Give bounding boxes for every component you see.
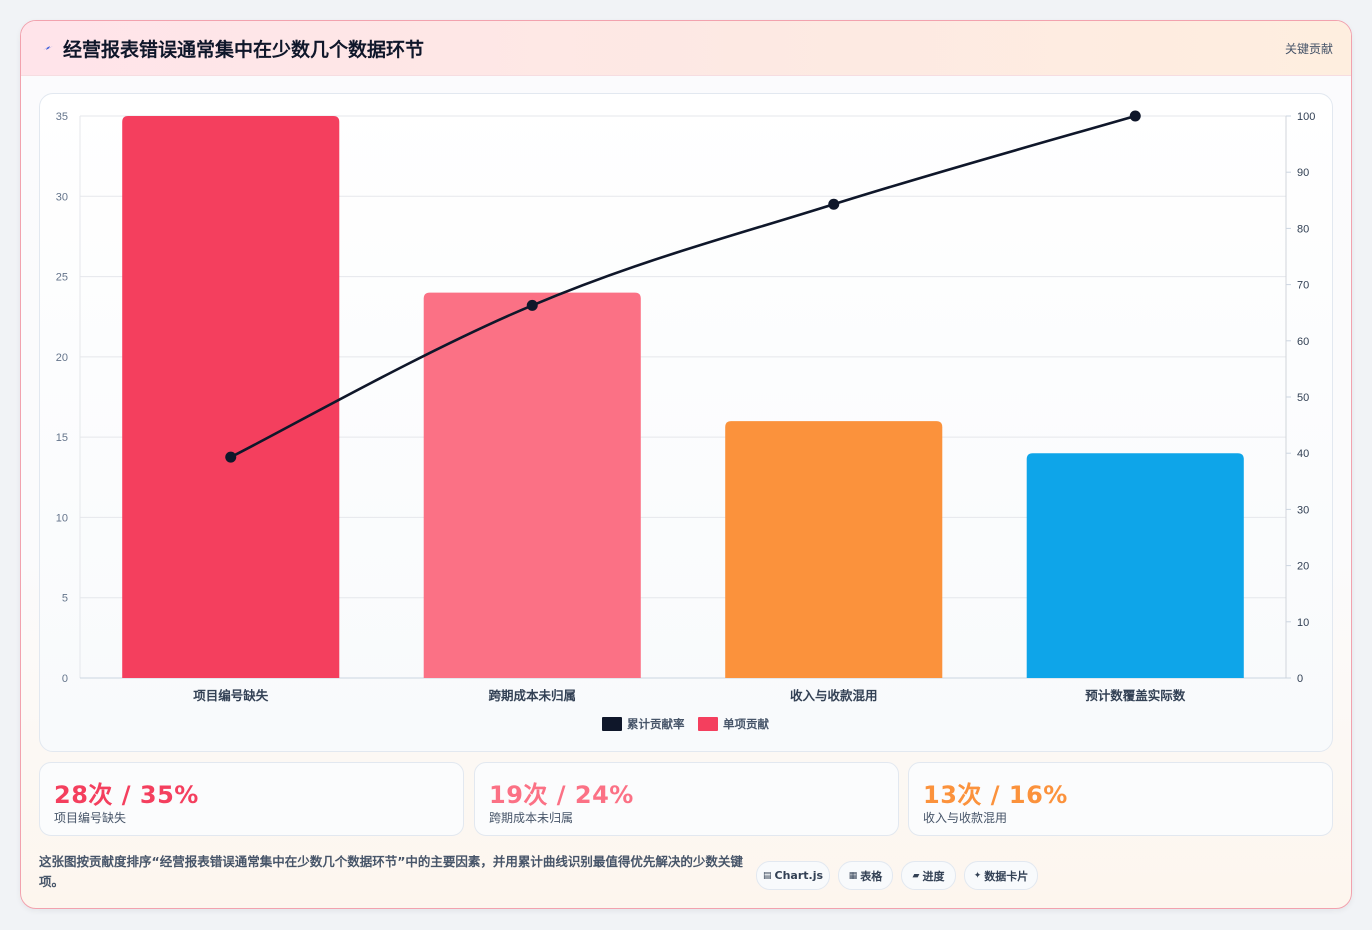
y2-tick-label: 20 (1297, 561, 1309, 573)
y-tick-label: 15 (56, 432, 68, 444)
y-tick-label: 30 (56, 191, 68, 203)
y2-tick-label: 10 (1297, 617, 1309, 629)
progress-icon: ▰ (912, 870, 920, 881)
stat-label: 跨期成本未归属 (489, 811, 574, 825)
y-tick-label: 25 (56, 272, 68, 284)
y2-tick-label: 50 (1297, 392, 1309, 404)
chart-icon: ▤ (762, 870, 772, 881)
stat-label: 项目编号缺失 (54, 811, 127, 825)
stat-label: 收入与收款混用 (923, 811, 1008, 825)
chart-description: 这张图按贡献度排序“经营报表错误通常集中在少数几个数据环节”中的主要因素，并用累… (39, 854, 743, 889)
y2-tick-label: 0 (1297, 673, 1303, 685)
y2-tick-label: 70 (1297, 280, 1309, 292)
y2-tick-label: 80 (1297, 223, 1309, 235)
x-tick-label: 预计数覆盖实际数 (1085, 688, 1186, 703)
cumulative-point (828, 198, 840, 210)
bar (423, 292, 641, 678)
chart-panel: 0 5 10 15 20 25 30 35 0 10 20 30 40 50 60 70 80 90 100 项目编号… (39, 93, 1333, 752)
cumulative-line (230, 114, 1136, 459)
bar (1026, 453, 1244, 678)
x-tick-label: 项目编号缺失 (193, 688, 269, 703)
chip-chartjs[interactable]: ▤ Chart.js (756, 861, 830, 890)
bar (725, 421, 943, 678)
legend-label: 单项贡献 (723, 717, 769, 731)
y2-tick-label: 40 (1297, 448, 1309, 460)
sparkle-icon: ✦ (973, 870, 982, 881)
y2-tick-label: 100 (1297, 111, 1315, 123)
y2-tick-label: 60 (1297, 336, 1309, 348)
report-card: 经营报表错误通常集中在少数几个数据环节 关键贡献 0 5 10 15 20 25 30 35 0… (20, 20, 1352, 909)
stat-card-3: 13次 / 16% 收入与收款混用 (908, 762, 1333, 836)
bar (122, 116, 340, 678)
y-tick-label: 20 (56, 352, 68, 364)
cumulative-point (1129, 110, 1141, 122)
stat-value: 28次 / 35% (54, 781, 199, 809)
y-tick-label: 35 (56, 111, 68, 123)
y-tick-label: 10 (56, 512, 68, 524)
cumulative-point (225, 451, 237, 463)
chip-progress[interactable]: ▰ 进度 (901, 861, 956, 890)
lightning-icon (43, 46, 53, 50)
stat-card-1: 28次 / 35% 项目编号缺失 (39, 762, 464, 836)
card-header: 经营报表错误通常集中在少数几个数据环节 关键贡献 (21, 21, 1351, 76)
stat-value: 19次 / 24% (489, 781, 634, 809)
chip-label: 进度 (922, 869, 945, 883)
y-tick-label: 5 (62, 593, 68, 605)
stat-value: 13次 / 16% (923, 781, 1068, 809)
legend-swatch (698, 717, 718, 731)
y2-tick-label: 90 (1297, 167, 1309, 179)
chip-data-card[interactable]: ✦ 数据卡片 (964, 861, 1038, 890)
legend-label: 累计贡献率 (627, 717, 685, 731)
stat-card-2: 19次 / 24% 跨期成本未归属 (474, 762, 899, 836)
chip-label: 数据卡片 (984, 869, 1029, 883)
chip-label: 表格 (860, 869, 883, 883)
y2-tick-label: 30 (1297, 504, 1309, 516)
pareto-chart: 0 5 10 15 20 25 30 35 0 10 20 30 40 50 60 70 80 90 100 项目编号… (56, 110, 1315, 731)
chip-table[interactable]: ▦ 表格 (838, 861, 893, 890)
header-tag: 关键贡献 (1284, 42, 1333, 56)
legend-swatch (602, 717, 622, 731)
cumulative-point (526, 299, 538, 311)
x-tick-label: 跨期成本未归属 (488, 688, 576, 703)
table-icon: ▦ (848, 870, 858, 881)
y-tick-label: 0 (62, 673, 68, 685)
page-title: 经营报表错误通常集中在少数几个数据环节 (63, 39, 425, 61)
x-tick-label: 收入与收款混用 (790, 688, 878, 703)
chip-label: Chart.js (774, 869, 824, 882)
